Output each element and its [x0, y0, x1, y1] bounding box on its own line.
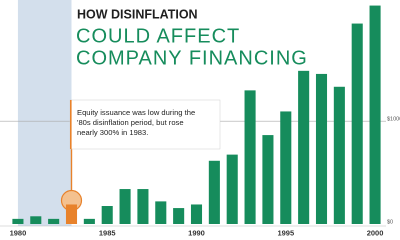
bar [280, 111, 292, 224]
chart-subtitle: COMPANY FINANCING [76, 47, 308, 69]
bar [65, 204, 78, 224]
annotation-text: nearly 300% in 1983. [77, 128, 148, 137]
bar [315, 73, 328, 224]
bar [48, 218, 60, 224]
x-tick-label: 1985 [99, 228, 116, 237]
annotation-text: '80s disinflation period, but rose [77, 118, 184, 127]
bar [190, 204, 203, 224]
bar-layer [12, 5, 381, 225]
bar [173, 208, 185, 224]
bar [226, 154, 238, 224]
y-tick-label: $1000 [387, 117, 400, 123]
bar [119, 189, 131, 224]
y-tick-label: $0 [387, 219, 393, 225]
annotation-text: Equity issuance was low during the [77, 108, 195, 117]
chart-title: HOW DISINFLATION [77, 7, 198, 21]
bar [101, 206, 113, 224]
annotation-layer: $0 $1000 1980 1985 1990 1995 2000 Equity issuan… [10, 7, 400, 237]
bar [298, 70, 310, 224]
bar [155, 201, 167, 224]
bar [369, 5, 381, 225]
shaded-period [17, 0, 72, 226]
bar [333, 86, 345, 225]
bar [262, 135, 274, 224]
annotation-box [69, 99, 221, 150]
chart-subtitle: COULD AFFECT [76, 25, 240, 47]
bar [83, 218, 95, 224]
background-layer [0, 0, 386, 227]
x-tick-label: 2000 [367, 228, 384, 237]
bar [244, 90, 256, 224]
x-tick-label: 1995 [277, 228, 294, 237]
bar [12, 218, 24, 224]
x-tick-label: 1980 [10, 228, 27, 237]
bar [351, 23, 363, 225]
bar [30, 216, 42, 224]
annotation-accent [70, 100, 72, 149]
bar [208, 160, 220, 224]
bar [137, 189, 149, 224]
x-tick-label: 1990 [188, 228, 205, 237]
